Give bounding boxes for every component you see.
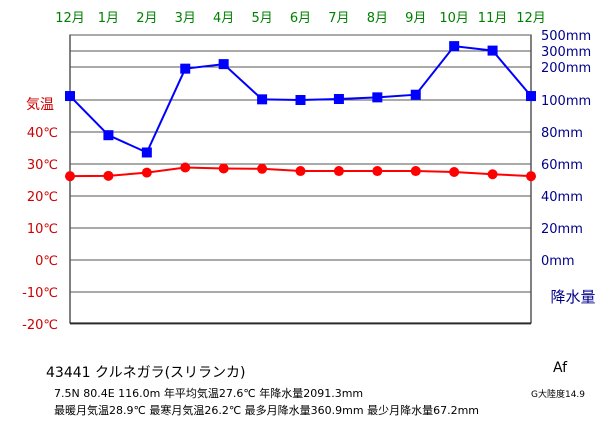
series-0-point-7 — [333, 166, 344, 177]
right-tick-2: 200mm — [541, 61, 591, 76]
left-tick-2: 20℃ — [27, 190, 58, 205]
series-0-point-6 — [295, 166, 306, 177]
series-0-point-2 — [141, 167, 152, 178]
left-tick-6: -20℃ — [22, 318, 58, 333]
right-tick-3: 100mm — [541, 94, 591, 109]
series-0-point-1 — [103, 170, 114, 181]
left-tick-1: 30℃ — [27, 158, 58, 173]
series-1-point-10 — [449, 41, 460, 52]
right-tick-5: 60mm — [541, 158, 583, 173]
month-label-top-0: 12月 — [55, 11, 85, 26]
plot-frame — [69, 34, 532, 324]
month-label-top-10: 10月 — [439, 11, 469, 26]
month-label-top-7: 7月 — [328, 11, 349, 26]
left-axis-title: 気温 — [26, 97, 54, 113]
month-label-top-5: 5月 — [251, 11, 272, 26]
series-1-point-1 — [103, 130, 114, 141]
left-tick-0: 40℃ — [27, 126, 58, 141]
left-tick-5: -10℃ — [22, 286, 58, 301]
series-0-point-8 — [372, 166, 383, 177]
left-tick-4: 0℃ — [35, 254, 58, 269]
right-tick-1: 300mm — [541, 45, 591, 60]
month-label-top-1: 1月 — [98, 11, 119, 26]
series-0-point-3 — [180, 162, 191, 173]
month-label-top-9: 9月 — [405, 11, 426, 26]
right-tick-8: 0mm — [541, 254, 575, 269]
month-label-top-11: 11月 — [478, 11, 508, 26]
series-1-point-8 — [372, 92, 383, 103]
series-1-point-11 — [487, 45, 498, 56]
continentality-note: G大陸度14.9 — [531, 390, 586, 400]
series-1-point-3 — [180, 63, 191, 74]
month-label-top-4: 4月 — [213, 11, 234, 26]
right-tick-4: 80mm — [541, 126, 583, 141]
month-label-top-2: 2月 — [136, 11, 157, 26]
series-0-point-11 — [487, 169, 498, 180]
series-1-point-5 — [257, 94, 268, 105]
station-name: 43441 クルネガラ(スリランカ) — [46, 365, 246, 381]
station-summary: 7.5N 80.4E 116.0m 年平均気温27.6℃ 年降水量2091.3m… — [54, 387, 364, 400]
right-tick-6: 40mm — [541, 190, 583, 205]
series-0-point-4 — [218, 163, 229, 174]
series-1-point-7 — [333, 94, 344, 105]
series-0-point-10 — [449, 167, 460, 177]
series-1-point-9 — [410, 89, 421, 100]
series-1-point-4 — [218, 59, 229, 70]
series-1-point-12 — [526, 91, 536, 102]
series-1-point-6 — [295, 95, 306, 105]
right-tick-0: 500mm — [541, 29, 591, 44]
month-label-top-8: 8月 — [367, 11, 388, 26]
series-1-point-2 — [141, 147, 152, 158]
right-tick-7: 20mm — [541, 222, 583, 237]
month-label-top-3: 3月 — [175, 11, 196, 26]
series-0-point-9 — [410, 166, 421, 177]
month-label-top-6: 6月 — [290, 11, 311, 26]
climate-chart: 12月12月1月1月2月2月3月3月4月4月5月5月6月6月7月7月8月8月9月… — [22, 11, 595, 333]
koppen-class: Af — [553, 360, 568, 376]
series-0-point-12 — [526, 171, 536, 182]
station-extremes: 最暖月気温28.9℃ 最寒月気温26.2℃ 最多月降水量360.9mm 最少月降… — [54, 404, 480, 417]
right-axis-title: 降水量 — [550, 288, 595, 306]
series-1-point-0 — [65, 91, 75, 102]
series-0-point-5 — [257, 163, 268, 174]
left-tick-3: 10℃ — [27, 222, 58, 237]
series-0-point-0 — [65, 171, 75, 182]
month-label-top-12: 12月 — [516, 11, 546, 26]
